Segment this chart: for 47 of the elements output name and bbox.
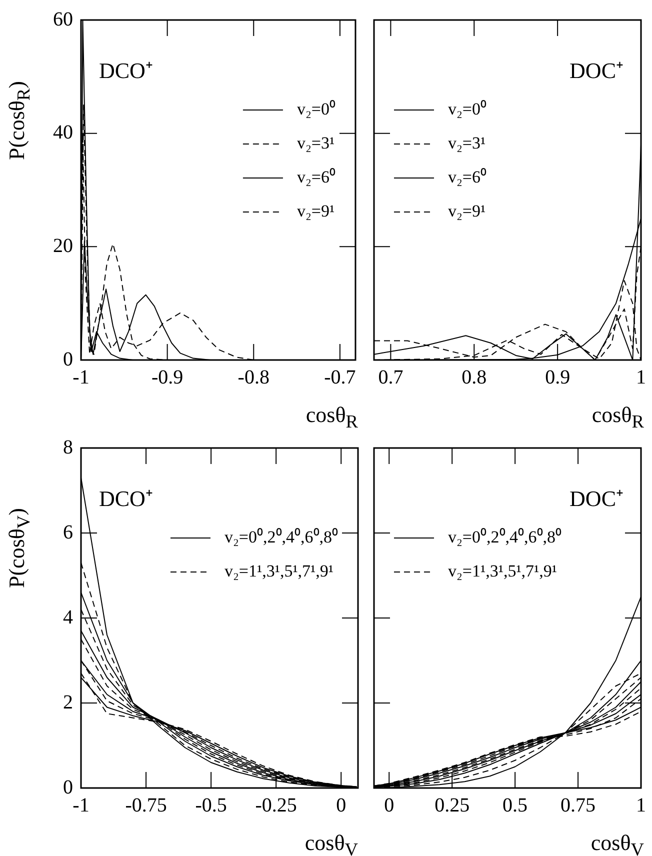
x-axis-title: cosθ$_{R}$ bbox=[306, 402, 358, 432]
y-tick-label: 0 bbox=[63, 348, 73, 370]
annotation: DCO⁺ bbox=[99, 58, 152, 83]
legend-label: v₂=0⁰,2⁰,4⁰,6⁰,8⁰ bbox=[224, 527, 338, 546]
x-tick-label: 0.25 bbox=[434, 794, 470, 816]
legend-label: v₂=0⁰ bbox=[448, 99, 487, 118]
x-tick-label: -0.5 bbox=[195, 794, 227, 816]
x-tick-label: 0.8 bbox=[462, 366, 487, 388]
legend-label: v₂=0⁰ bbox=[296, 99, 336, 118]
legend-label: v₂=9¹ bbox=[448, 201, 486, 220]
y-tick-label: 8 bbox=[63, 436, 73, 458]
x-tick-label: -0.9 bbox=[151, 366, 184, 388]
annotation: DCO⁺ bbox=[99, 486, 152, 511]
x-tick-label: -0.7 bbox=[324, 366, 356, 388]
y-tick-label: 4 bbox=[63, 606, 73, 628]
y-tick-label: 40 bbox=[53, 122, 73, 144]
x-axis-title: cosθ$_{V}$ bbox=[590, 830, 644, 856]
x-tick-label: 0.75 bbox=[560, 794, 596, 816]
legend-label: v₂=3¹ bbox=[448, 133, 486, 152]
x-tick-label: -1 bbox=[72, 366, 90, 388]
legend-label: v₂=3¹ bbox=[296, 133, 335, 152]
y-tick-label: 6 bbox=[63, 521, 73, 544]
annotation: DOC⁺ bbox=[570, 486, 623, 511]
x-tick-label: 0.7 bbox=[378, 366, 404, 388]
y-tick-label: 2 bbox=[63, 691, 73, 714]
x-axis-title: cosθ$_{V}$ bbox=[304, 830, 358, 856]
legend-label: v₂=1¹,3¹,5¹,7¹,9¹ bbox=[448, 561, 557, 580]
legend-label: v₂=9¹ bbox=[296, 201, 335, 220]
x-tick-label: 0 bbox=[384, 794, 394, 816]
y-tick-label: 20 bbox=[53, 234, 73, 257]
x-tick-label: 0 bbox=[336, 794, 346, 816]
x-tick-label: -0.25 bbox=[255, 794, 297, 816]
x-tick-label: 1 bbox=[636, 366, 646, 388]
x-tick-label: -0.8 bbox=[238, 366, 270, 388]
legend-label: v₂=0⁰,2⁰,4⁰,6⁰,8⁰ bbox=[448, 527, 562, 546]
legend-label: v₂=6⁰ bbox=[448, 167, 487, 186]
y-tick-label: 0 bbox=[63, 776, 73, 798]
x-tick-label: -0.75 bbox=[125, 794, 167, 816]
y-tick-label: 60 bbox=[53, 8, 73, 30]
x-tick-label: 0.9 bbox=[545, 366, 570, 388]
x-tick-label: 0.5 bbox=[502, 794, 528, 816]
legend-label: v₂=1¹,3¹,5¹,7¹,9¹ bbox=[224, 561, 334, 580]
x-tick-label: -1 bbox=[72, 794, 90, 816]
annotation: DOC⁺ bbox=[570, 58, 623, 83]
x-tick-label: 1 bbox=[636, 794, 646, 816]
legend-label: v₂=6⁰ bbox=[296, 167, 336, 186]
x-axis-title: cosθ$_{R}$ bbox=[592, 402, 644, 432]
